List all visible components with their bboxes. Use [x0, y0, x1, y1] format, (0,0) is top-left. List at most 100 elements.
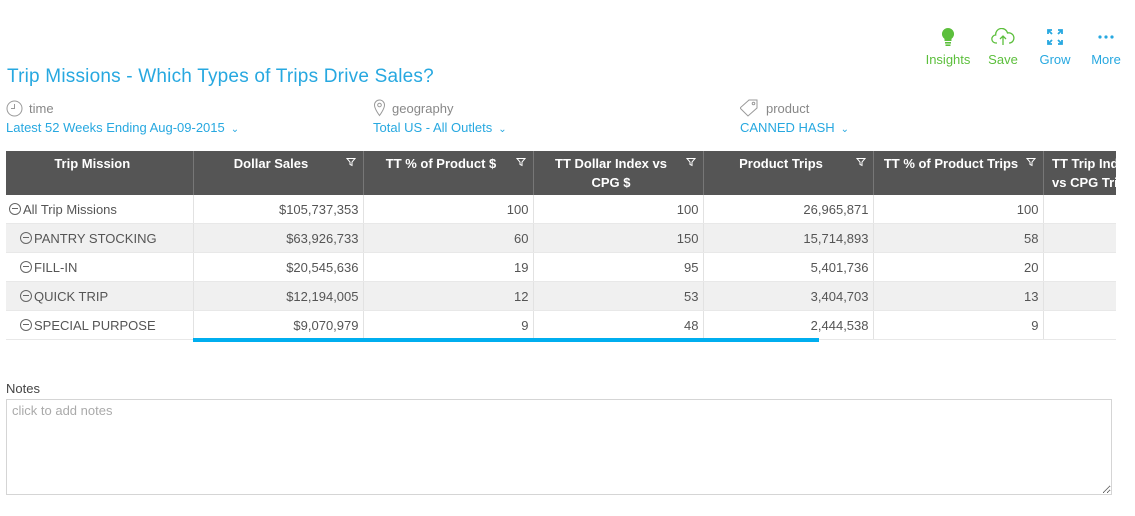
more-button[interactable]: More [1081, 26, 1131, 67]
product-filter-dropdown[interactable]: CANNED HASH ⌄ [740, 120, 849, 135]
horizontal-scrollbar[interactable] [193, 338, 819, 342]
table-cell: $63,926,733 [193, 223, 364, 253]
column-header[interactable]: Trip Mission [6, 151, 194, 195]
table-cell [1043, 252, 1116, 282]
table-cell [1043, 223, 1116, 253]
column-header-label: TT Trip Index vs CPG Trips [1052, 156, 1116, 190]
column-header[interactable]: TT % of Product $ [363, 151, 534, 195]
row-label: QUICK TRIP [6, 281, 194, 311]
save-button[interactable]: Save [977, 26, 1029, 67]
time-filter-dropdown[interactable]: Latest 52 Weeks Ending Aug-09-2015 ⌄ [6, 120, 239, 135]
column-header[interactable]: Product Trips [703, 151, 874, 195]
column-header[interactable]: TT % of Product Trips [873, 151, 1044, 195]
table-cell: 20 [873, 252, 1044, 282]
cloud-upload-icon [977, 26, 1029, 48]
table-cell: $12,194,005 [193, 281, 364, 311]
filter-icon[interactable] [515, 157, 526, 167]
table-row: FILL-IN $20,545,636 19 95 5,401,736 20 [6, 252, 1116, 282]
column-header-label: TT % of Product $ [385, 156, 497, 171]
filter-icon[interactable] [685, 157, 696, 167]
table-cell: 150 [533, 223, 704, 253]
clock-icon [6, 100, 23, 116]
chevron-down-icon: ⌄ [230, 124, 240, 135]
lightbulb-icon [919, 26, 977, 48]
table-row: SPECIAL PURPOSE $9,070,979 9 48 2,444,53… [6, 310, 1116, 340]
table-cell: 100 [533, 195, 704, 224]
product-filter-value: CANNED HASH [740, 120, 835, 135]
column-header-label: TT % of Product Trips [883, 156, 1019, 171]
table-cell: 3,404,703 [703, 281, 874, 311]
time-filter-value: Latest 52 Weeks Ending Aug-09-2015 [6, 120, 225, 135]
row-label-text: All Trip Missions [23, 201, 117, 217]
row-label: SPECIAL PURPOSE [6, 310, 194, 340]
geography-filter-label: geography [392, 100, 454, 116]
column-header[interactable]: Dollar Sales [193, 151, 364, 195]
table-cell: 12 [363, 281, 534, 311]
product-filter-label: product [766, 100, 810, 116]
collapse-icon[interactable] [20, 231, 32, 244]
table-cell: $105,737,353 [193, 195, 364, 224]
chevron-down-icon: ⌄ [498, 124, 507, 135]
geography-filter-dropdown[interactable]: Total US - All Outlets ⌄ [373, 120, 507, 135]
insights-label: Insights [925, 52, 971, 67]
filter-icon[interactable] [1025, 157, 1036, 167]
row-label: All Trip Missions [6, 195, 194, 224]
data-table-container[interactable]: Trip Mission Dollar Sales TT % of Produc… [6, 151, 1116, 341]
column-header[interactable]: TT Dollar Index vs CPG $ [533, 151, 704, 195]
row-label-text: SPECIAL PURPOSE [34, 317, 156, 333]
collapse-icon[interactable] [9, 202, 21, 215]
table-cell: 2,444,538 [703, 310, 874, 340]
table-cell: 15,714,893 [703, 223, 874, 253]
table-row: PANTRY STOCKING $63,926,733 60 150 15,71… [6, 223, 1116, 253]
table-header-row: Trip Mission Dollar Sales TT % of Produc… [6, 151, 1116, 195]
time-filter: time Latest 52 Weeks Ending Aug-09-2015 ⌄ [6, 98, 239, 135]
table-cell: 58 [873, 223, 1044, 253]
table-cell: 9 [873, 310, 1044, 340]
table-cell: $9,070,979 [193, 310, 364, 340]
data-table: Trip Mission Dollar Sales TT % of Produc… [6, 151, 1116, 340]
table-cell: 100 [363, 195, 534, 224]
row-label: PANTRY STOCKING [6, 223, 194, 253]
geography-filter: geography Total US - All Outlets ⌄ [373, 98, 507, 135]
time-filter-label: time [29, 100, 54, 116]
table-cell: 19 [363, 252, 534, 282]
table-cell: 95 [533, 252, 704, 282]
chevron-down-icon: ⌄ [840, 124, 850, 135]
expand-icon [1029, 26, 1081, 48]
map-pin-icon [373, 99, 386, 117]
table-row: All Trip Missions $105,737,353 100 100 2… [6, 195, 1116, 224]
save-label: Save [988, 52, 1018, 67]
row-label-text: FILL-IN [34, 259, 78, 275]
product-filter: product CANNED HASH ⌄ [740, 98, 849, 135]
table-cell [1043, 195, 1116, 224]
grow-label: Grow [1039, 52, 1071, 67]
table-row: QUICK TRIP $12,194,005 12 53 3,404,703 1… [6, 281, 1116, 311]
more-label: More [1091, 52, 1121, 67]
filter-icon[interactable] [855, 157, 866, 167]
notes-label: Notes [6, 381, 40, 396]
collapse-icon[interactable] [20, 289, 32, 302]
column-header[interactable]: TT Trip Index vs CPG Trips [1043, 151, 1116, 195]
table-cell: 60 [363, 223, 534, 253]
row-label-text: QUICK TRIP [34, 288, 109, 304]
insights-button[interactable]: Insights [919, 26, 977, 67]
page-title: Trip Missions - Which Types of Trips Dri… [7, 66, 434, 87]
table-cell: $20,545,636 [193, 252, 364, 282]
column-header-label: Product Trips [739, 156, 823, 171]
row-label-text: PANTRY STOCKING [34, 230, 157, 246]
collapse-icon[interactable] [20, 318, 32, 331]
ellipsis-icon [1081, 26, 1131, 48]
table-cell: 26,965,871 [703, 195, 874, 224]
notes-textarea[interactable] [6, 399, 1112, 495]
filter-icon[interactable] [345, 157, 356, 167]
collapse-icon[interactable] [20, 260, 32, 273]
grow-button[interactable]: Grow [1029, 26, 1081, 67]
geography-filter-value: Total US - All Outlets [373, 120, 493, 135]
tag-icon [740, 99, 758, 117]
table-cell: 9 [363, 310, 534, 340]
table-cell: 53 [533, 281, 704, 311]
toolbar: Insights Save Grow More [919, 26, 1131, 67]
column-header-label: TT Dollar Index vs CPG $ [555, 156, 667, 190]
column-header-label: Trip Mission [54, 156, 131, 171]
table-cell [1043, 281, 1116, 311]
